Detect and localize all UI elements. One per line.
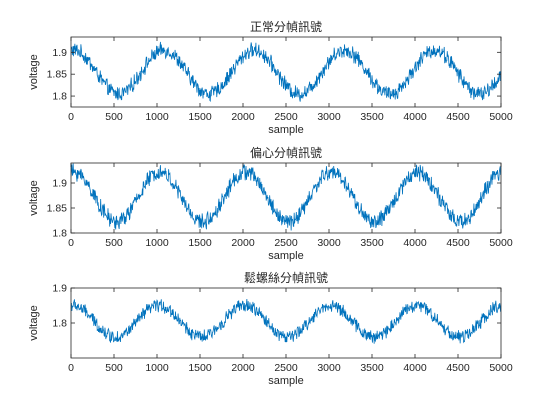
x-tick-label: 0 bbox=[68, 111, 74, 123]
signal-line bbox=[71, 298, 501, 344]
x-tick-label: 500 bbox=[105, 111, 123, 123]
x-tick-label: 2500 bbox=[274, 111, 298, 123]
x-tick-label: 1500 bbox=[188, 111, 212, 123]
subplot-1: 0 500 1000 1500 2000 2500 3000 3500 4000 4500 5000… bbox=[28, 19, 513, 136]
x-tick-label: 4500 bbox=[446, 237, 470, 249]
x-tick-label: 1500 bbox=[188, 362, 212, 374]
y-tick-label: 1.85 bbox=[47, 69, 68, 81]
x-axis-label: sample bbox=[268, 375, 303, 387]
x-tick-label: 2000 bbox=[231, 111, 255, 123]
y-tick-label: 1.9 bbox=[52, 178, 67, 190]
x-tick-label: 4000 bbox=[403, 237, 427, 249]
y-axis-label: voltage bbox=[28, 180, 40, 215]
x-axis-label: sample bbox=[268, 250, 303, 262]
x-tick-label: 3000 bbox=[317, 111, 341, 123]
x-tick-label: 3500 bbox=[360, 362, 384, 374]
x-tick-label: 3000 bbox=[317, 362, 341, 374]
chart-title: 鬆螺絲分幀訊號 bbox=[244, 270, 328, 285]
signal-line bbox=[71, 41, 501, 103]
x-tick-label: 5000 bbox=[489, 362, 513, 374]
x-tick-label: 1000 bbox=[145, 362, 169, 374]
y-tick-label: 1.8 bbox=[52, 91, 67, 103]
y-axis-label: voltage bbox=[28, 305, 40, 340]
y-tick-label: 1.9 bbox=[52, 47, 67, 59]
x-tick-label: 500 bbox=[105, 362, 123, 374]
y-tick-label: 1.9 bbox=[52, 283, 67, 295]
chart-title: 偏心分幀訊號 bbox=[250, 145, 322, 160]
x-tick-label: 1000 bbox=[145, 111, 169, 123]
x-tick-label: 4500 bbox=[446, 362, 470, 374]
x-tick-label: 2500 bbox=[274, 362, 298, 374]
x-tick-label: 2000 bbox=[231, 362, 255, 374]
y-tick-label: 1.8 bbox=[52, 318, 67, 330]
x-tick-label: 3500 bbox=[360, 237, 384, 249]
x-tick-label: 0 bbox=[68, 362, 74, 374]
x-tick-label: 4000 bbox=[403, 111, 427, 123]
x-tick-label: 3500 bbox=[360, 111, 384, 123]
signal-line bbox=[71, 163, 501, 231]
x-tick-label: 5000 bbox=[489, 237, 513, 249]
x-tick-label: 1500 bbox=[188, 237, 212, 249]
subplot-2: 0 500 1000 1500 2000 2500 3000 3500 4000 4500 5000… bbox=[28, 145, 513, 262]
subplot-3: 0 500 1000 1500 2000 2500 3000 3500 4000 4500 5000… bbox=[28, 270, 513, 387]
y-tick-label: 1.85 bbox=[47, 203, 68, 215]
x-tick-label: 2000 bbox=[231, 237, 255, 249]
x-tick-label: 4000 bbox=[403, 362, 427, 374]
x-axis-label: sample bbox=[268, 124, 303, 136]
y-tick-label: 1.8 bbox=[52, 228, 67, 240]
x-tick-label: 500 bbox=[105, 237, 123, 249]
chart-title: 正常分幀訊號 bbox=[250, 19, 322, 34]
x-tick-label: 4500 bbox=[446, 111, 470, 123]
x-tick-label: 2500 bbox=[274, 237, 298, 249]
x-tick-label: 3000 bbox=[317, 237, 341, 249]
x-tick-label: 5000 bbox=[489, 111, 513, 123]
x-tick-label: 0 bbox=[68, 237, 74, 249]
y-axis-label: voltage bbox=[28, 54, 40, 89]
x-tick-label: 1000 bbox=[145, 237, 169, 249]
